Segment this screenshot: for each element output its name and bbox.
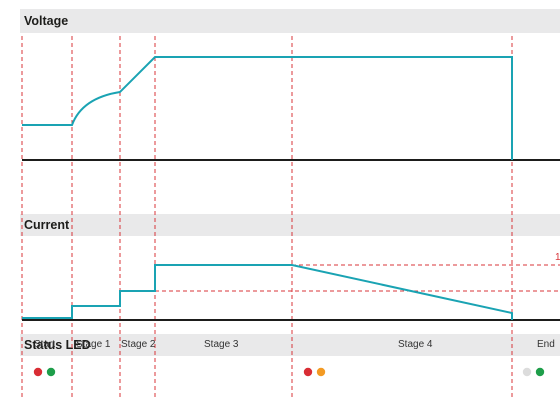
stage-labels: Start Stage 1 Stage 2 Stage 3 Stage 4 En…: [34, 339, 555, 350]
status-led-title: Status LED: [24, 338, 91, 352]
status-led-group-start: [33, 367, 56, 377]
status-led-green: [46, 367, 56, 377]
voltage-section-header: Voltage: [20, 9, 560, 33]
status-led-green: [535, 367, 545, 377]
voltage-title: Voltage: [24, 14, 69, 28]
stage-label-stage1: Stage 1: [76, 339, 111, 350]
current-reference-label: 1: [555, 252, 560, 263]
current-title: Current: [24, 218, 70, 232]
status-led-orange: [316, 367, 326, 377]
stage-label-start: Start: [34, 339, 55, 350]
status-led-off: [522, 367, 532, 377]
stage-dividers: [21, 36, 513, 398]
stage-label-stage3: Stage 3: [204, 339, 239, 350]
status-led-group-end: [522, 367, 545, 377]
current-curve: [22, 264, 513, 320]
status-led-group-stage4: [303, 367, 326, 377]
stage-label-stage2: Stage 2: [121, 339, 156, 350]
status-led-red: [303, 367, 313, 377]
voltage-curve: [22, 56, 513, 160]
status-led-red: [33, 367, 43, 377]
stage-label-stage4: Stage 4: [398, 339, 433, 350]
stage-label-end: End: [537, 339, 555, 350]
